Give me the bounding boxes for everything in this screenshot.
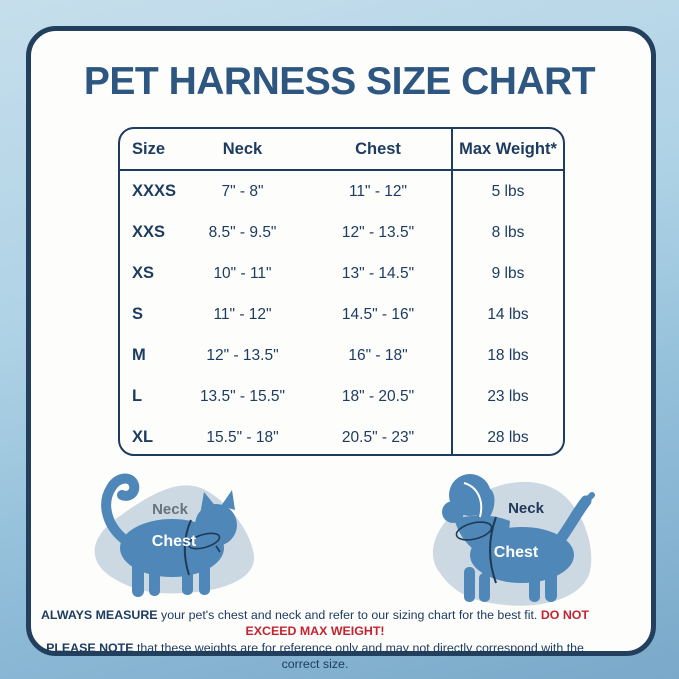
chest-value: 11" - 12" (348, 182, 408, 200)
chest-value: 16" - 18" (348, 346, 408, 364)
neck-value: 15.5" - 18" (206, 428, 279, 446)
neck-value: 11" - 12" (213, 305, 272, 323)
cat-silhouette (101, 473, 237, 597)
cat-neck-label: Neck (152, 501, 189, 518)
max-weight-value: 5 lbs (451, 171, 563, 212)
table-header-row: Size Neck Chest Max Weight* (120, 129, 563, 171)
header-max-weight: Max Weight* (451, 129, 563, 169)
table-row: XS 10" - 11" 13" - 14.5" 9 lbs (120, 253, 563, 294)
size-label: L (132, 387, 143, 405)
max-weight-value: 14 lbs (451, 294, 563, 335)
max-weight-value: 23 lbs (451, 376, 563, 417)
chest-value: 20.5" - 23" (341, 428, 415, 446)
chest-value: 14.5" - 16" (341, 305, 415, 323)
footnote-note-text: that these weights are for reference onl… (133, 640, 584, 672)
size-table: Size Neck Chest Max Weight* XXXS 7" - 8"… (118, 127, 565, 456)
neck-value: 13.5" - 15.5" (199, 387, 286, 405)
dog-neck-label: Neck (508, 500, 545, 517)
size-label: M (132, 346, 146, 364)
neck-value: 12" - 13.5" (206, 346, 279, 364)
size-label: S (132, 305, 144, 323)
dog-chest-label: Chest (494, 544, 539, 561)
max-weight-value: 28 lbs (451, 417, 563, 454)
dog-chest-measure-line (489, 516, 497, 584)
cat-chest-measure-line (183, 519, 192, 576)
table-row: S 11" - 12" 14.5" - 16" 14 lbs (120, 294, 563, 335)
footnote: ALWAYS MEASURE your pet's chest and neck… (30, 607, 600, 673)
chest-value: 12" - 13.5" (341, 223, 415, 241)
header-size: Size (132, 139, 166, 158)
table-row: XXS 8.5" - 9.5" 12" - 13.5" 8 lbs (120, 212, 563, 253)
size-label: XL (132, 428, 154, 446)
page-title: PET HARNESS SIZE CHART (83, 60, 596, 103)
table-row: XXXS 7" - 8" 11" - 12" 5 lbs (120, 171, 563, 212)
max-weight-value: 8 lbs (451, 212, 563, 253)
footnote-please-note: PLEASE NOTE (46, 640, 134, 655)
dog-ear-highlight (463, 482, 483, 518)
dog-neck-measure-loop (455, 521, 493, 541)
chest-value: 18" - 20.5" (341, 387, 415, 405)
table-row: L 13.5" - 15.5" 18" - 20.5" 23 lbs (120, 376, 563, 417)
chest-value: 13" - 14.5" (341, 264, 415, 282)
footnote-measure-text: your pet's chest and neck and refer to o… (157, 608, 541, 622)
cat-chest-label: Chest (152, 533, 197, 550)
neck-value: 7" - 8" (221, 182, 264, 200)
footnote-always-measure: ALWAYS MEASURE (40, 608, 158, 622)
header-neck: Neck (222, 139, 263, 158)
neck-value: 10" - 11" (213, 264, 272, 282)
header-chest: Chest (355, 139, 401, 158)
cat-neck-measure-loop (187, 532, 221, 553)
size-label: XXS (132, 223, 166, 241)
table-row: M 12" - 13.5" 16" - 18" 18 lbs (120, 335, 563, 376)
dog-figure: Neck Chest (432, 474, 595, 606)
max-weight-value: 9 lbs (451, 253, 563, 294)
table-row: XL 15.5" - 18" 20.5" - 23" 28 lbs (120, 417, 563, 454)
size-label: XS (132, 264, 155, 282)
cat-figure: Neck Chest (94, 473, 255, 597)
size-label: XXXS (132, 182, 177, 200)
max-weight-value: 18 lbs (451, 335, 563, 376)
neck-value: 8.5" - 9.5" (208, 223, 277, 241)
footnote-warning: DO NOT EXCEED MAX WEIGHT! (245, 608, 589, 639)
